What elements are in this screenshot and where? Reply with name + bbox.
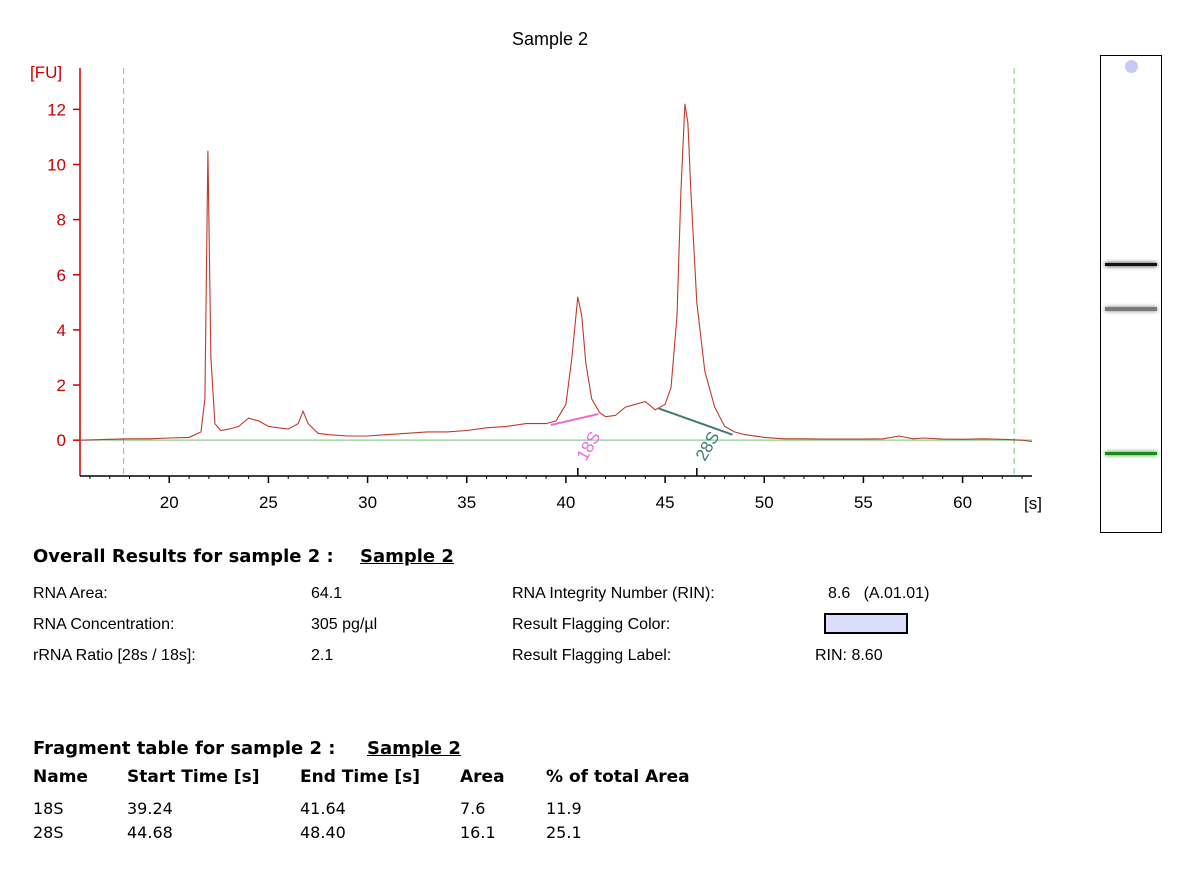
row-28s-start: 44.68 xyxy=(127,823,173,842)
col-header-name: Name xyxy=(33,767,88,787)
overall-sample-name[interactable]: Sample 2 xyxy=(360,546,454,567)
y-tick-label-12: 12 xyxy=(47,100,66,119)
x-tick-label-35: 35 xyxy=(457,493,476,512)
fragment-line-18s xyxy=(550,412,599,426)
fragment-table-sample-name[interactable]: Sample 2 xyxy=(367,738,461,759)
fragment-table-heading: Fragment table for sample 2 : xyxy=(33,738,336,759)
x-tick-label-55: 55 xyxy=(854,493,873,512)
row-18s-name: 18S xyxy=(33,799,64,818)
rrna-ratio-value: 2.1 xyxy=(311,647,334,664)
gel-lane xyxy=(1100,55,1162,533)
y-tick-label-6: 6 xyxy=(57,266,66,285)
rna-concentration-label: RNA Concentration: xyxy=(33,616,175,633)
x-tick-label-50: 50 xyxy=(755,493,774,512)
x-tick-label-30: 30 xyxy=(358,493,377,512)
y-tick-label-2: 2 xyxy=(57,376,66,395)
plot-layer: 0 2 4 6 8 10 12 20 25 30 35 40 45 50 55 60 18S 28S xyxy=(47,68,1033,512)
row-28s-percent: 25.1 xyxy=(546,823,582,842)
electropherogram-chart: Sample 2 [FU] [s] 0 2 4 6 8 10 12 20 25 30 35 40 45 5… xyxy=(30,29,1042,513)
rrna-ratio-label: rRNA Ratio [28s / 18s]: xyxy=(33,647,196,664)
x-axis-label: [s] xyxy=(1024,494,1042,513)
gel-band-1 xyxy=(1105,262,1157,267)
col-header-area: Area xyxy=(460,767,505,787)
col-header-percent: % of total Area xyxy=(546,767,690,787)
row-28s-name: 28S xyxy=(33,823,64,842)
x-tick-label-45: 45 xyxy=(656,493,675,512)
flag-label-value: RIN: 8.60 xyxy=(815,647,883,664)
rin-value: 8.6 (A.01.01) xyxy=(828,585,930,602)
series-line-1 xyxy=(79,103,1033,443)
x-tick-label-60: 60 xyxy=(953,493,972,512)
x-tick-label-40: 40 xyxy=(556,493,575,512)
fragment-line-28s xyxy=(658,407,733,436)
rna-area-value: 64.1 xyxy=(311,585,343,602)
rna-area-label: RNA Area: xyxy=(33,585,108,602)
flag-color-label: Result Flagging Color: xyxy=(512,616,671,633)
row-28s-area: 16.1 xyxy=(460,823,496,842)
flag-label-label: Result Flagging Label: xyxy=(512,647,672,664)
row-28s-end: 48.40 xyxy=(300,823,346,842)
y-tick-label-8: 8 xyxy=(57,211,66,230)
row-18s-start: 39.24 xyxy=(127,799,173,818)
y-tick-label-10: 10 xyxy=(47,155,66,174)
overall-results-heading: Overall Results for sample 2 : xyxy=(33,546,334,567)
row-18s-end: 41.64 xyxy=(300,799,346,818)
row-18s-percent: 11.9 xyxy=(546,799,582,818)
fragment-label-18s: 18S xyxy=(573,428,605,464)
row-18s-area: 7.6 xyxy=(460,799,486,818)
y-tick-label-0: 0 xyxy=(57,431,66,450)
y-axis-label: [FU] xyxy=(30,63,62,82)
y-tick-label-4: 4 xyxy=(57,321,66,340)
gel-well-dot xyxy=(1125,60,1138,73)
col-header-end: End Time [s] xyxy=(300,767,421,787)
rna-concentration-value: 305 pg/µl xyxy=(311,616,378,633)
rin-label: RNA Integrity Number (RIN): xyxy=(512,585,715,602)
flag-color-swatch xyxy=(824,613,908,634)
gel-band-2 xyxy=(1105,307,1157,312)
fragment-label-28s: 28S xyxy=(692,428,724,464)
x-tick-label-20: 20 xyxy=(160,493,179,512)
gel-band-3 xyxy=(1105,451,1157,456)
col-header-start: Start Time [s] xyxy=(127,767,260,787)
chart-title: Sample 2 xyxy=(512,29,588,49)
x-tick-label-25: 25 xyxy=(259,493,278,512)
